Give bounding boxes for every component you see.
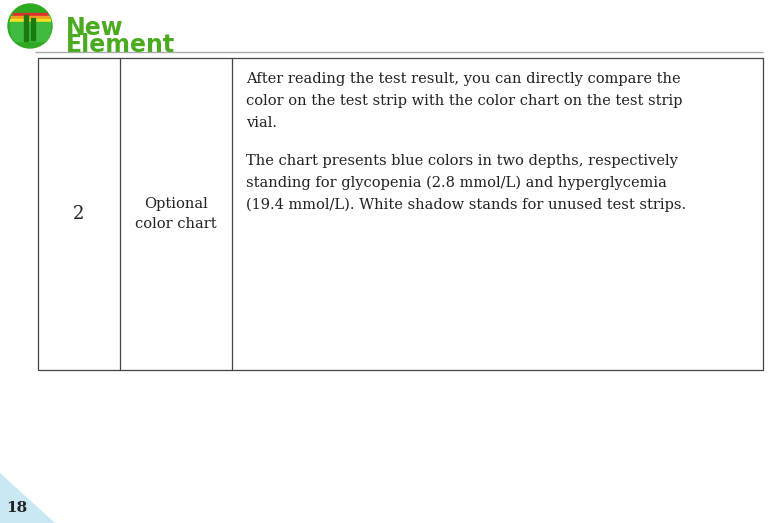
- Bar: [12, 35, 48, 38]
- Text: (19.4 mmol/L). White shadow stands for unused test strips.: (19.4 mmol/L). White shadow stands for u…: [246, 198, 686, 212]
- Circle shape: [8, 4, 52, 48]
- Bar: [24, 15, 28, 41]
- Bar: [12, 16, 49, 18]
- Bar: [10, 19, 49, 21]
- Text: 2: 2: [73, 205, 85, 223]
- Bar: [31, 18, 35, 40]
- Text: 18: 18: [6, 501, 27, 515]
- Bar: [10, 26, 50, 28]
- Text: New: New: [66, 16, 123, 40]
- Text: Element: Element: [66, 33, 175, 57]
- Bar: [10, 22, 50, 25]
- Bar: [13, 13, 47, 15]
- Text: The chart presents blue colors in two depths, respectively: The chart presents blue colors in two de…: [246, 154, 678, 168]
- Text: vial.: vial.: [246, 116, 277, 130]
- Text: After reading the test result, you can directly compare the: After reading the test result, you can d…: [246, 72, 681, 86]
- Text: standing for glycopenia (2.8 mmol/L) and hyperglycemia: standing for glycopenia (2.8 mmol/L) and…: [246, 176, 667, 190]
- Bar: [38, 58, 763, 370]
- Bar: [10, 29, 50, 31]
- Text: Optional: Optional: [144, 197, 208, 211]
- Bar: [14, 38, 45, 41]
- Bar: [11, 32, 49, 35]
- Text: color chart: color chart: [135, 217, 217, 231]
- Polygon shape: [0, 473, 55, 523]
- Text: color on the test strip with the color chart on the test strip: color on the test strip with the color c…: [246, 94, 682, 108]
